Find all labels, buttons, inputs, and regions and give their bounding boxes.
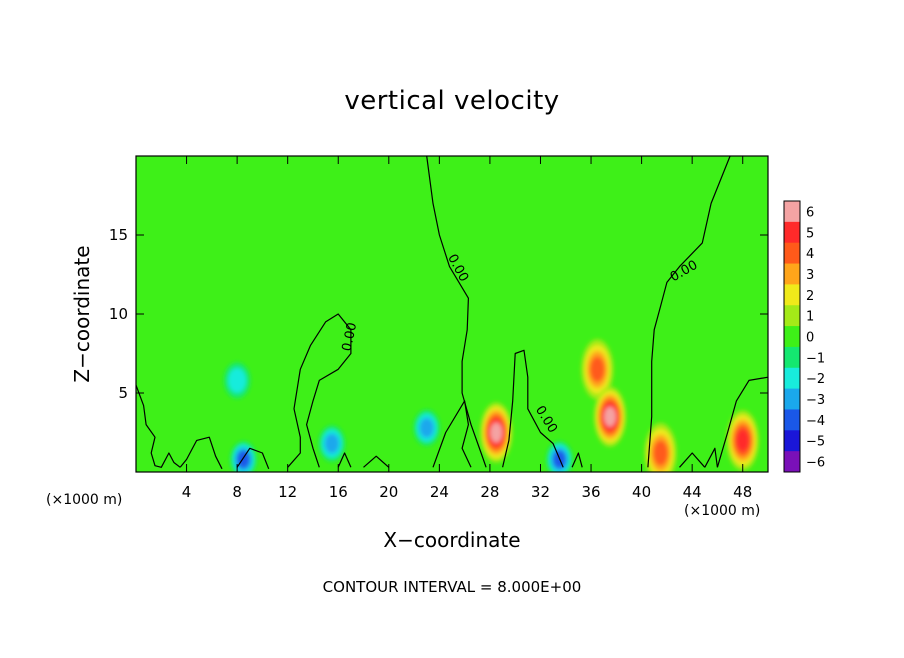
x-tick-label-16: 16 (329, 483, 348, 501)
field-feature-8-level-4 (653, 440, 668, 466)
colorbar-swatch-5 (784, 305, 800, 327)
velocity-field (136, 156, 768, 472)
x-tick-label-20: 20 (379, 483, 398, 501)
colorbar-swatch-12 (784, 451, 800, 473)
colorbar-swatch-0 (784, 201, 800, 223)
y-tick-label-10: 10 (109, 305, 128, 323)
zero-contour-6 (432, 400, 472, 468)
zero-contour-12 (716, 376, 768, 468)
colorbar-label-8: −2 (806, 372, 825, 387)
colorbar-swatch-6 (784, 326, 800, 348)
colorbar-label-0: 6 (806, 205, 814, 220)
zero-contour-11 (679, 452, 706, 468)
colorbar-label-1: 5 (806, 226, 814, 241)
x-tick-label-28: 28 (480, 483, 499, 501)
colorbar-label-9: −3 (806, 393, 825, 408)
colorbar-swatch-4 (784, 284, 800, 306)
zero-contour-13 (704, 447, 718, 468)
colorbar-swatch-11 (784, 430, 800, 452)
colorbar-swatch-8 (784, 367, 800, 390)
x-tick-label-32: 32 (531, 483, 550, 501)
colorbar-swatch-1 (784, 221, 800, 244)
zero-contour-1 (179, 436, 223, 470)
zero-contour-4 (337, 452, 352, 468)
y-axis: 5 10 15 (109, 226, 768, 402)
zero-contour-2 (236, 447, 270, 470)
colorbar-swatch-10 (784, 409, 800, 431)
zero-contour-9 (571, 452, 583, 468)
zero-contour-7 (426, 156, 487, 468)
y-tick-label-15: 15 (109, 226, 128, 244)
x-tick-label-4: 4 (182, 483, 192, 501)
x-tick-label-48: 48 (733, 483, 752, 501)
chart-title: vertical velocity (344, 86, 560, 116)
colorbar-label-5: 1 (806, 310, 814, 325)
field-feature-7-level-6 (604, 406, 616, 427)
x-tick-label-8: 8 (232, 483, 242, 501)
field-feature-1-level--4 (237, 450, 250, 469)
x-tick-label-44: 44 (683, 483, 702, 501)
contour-label-1: 0.00 (340, 321, 361, 352)
colorbar-frame (783, 200, 801, 473)
colorbar-label-10: −4 (806, 414, 825, 429)
colorbar-label-2: 4 (806, 247, 814, 262)
x-tick-label-40: 40 (632, 483, 651, 501)
field-feature-2-level--3 (324, 433, 340, 454)
colorbar-label-3: 3 (806, 268, 814, 283)
x-tick-label-36: 36 (581, 483, 600, 501)
y-axis-label: Z−coordinate (70, 245, 94, 383)
y-tick-label-5: 5 (118, 384, 128, 402)
x-unit-label-right: (×1000 m) (684, 503, 761, 519)
colorbar-label-7: −1 (806, 351, 825, 366)
x-axis-label: X−coordinate (383, 528, 521, 552)
colorbar-swatch-3 (784, 263, 800, 285)
colorbar-label-4: 2 (806, 289, 814, 304)
colorbar-label-6: 0 (806, 331, 814, 346)
x-tick-label-24: 24 (430, 483, 449, 501)
contour-interval-note: CONTOUR INTERVAL = 8.000E+00 (322, 578, 582, 596)
zero-contour-0 (136, 384, 181, 468)
zero-contour-10 (647, 156, 731, 468)
field-feature-9-level-5 (736, 429, 750, 452)
colorbar: 6 5 4 3 2 1 0 −1 −2 −3 −4 −5 −6 (783, 200, 825, 473)
colorbar-swatch-9 (784, 388, 800, 410)
x-unit-label-left: (×1000 m) (46, 492, 123, 508)
colorbar-swatch-7 (784, 346, 800, 369)
colorbar-label-12: −6 (806, 456, 825, 471)
zero-contour-3 (287, 313, 352, 468)
zero-contour-5 (363, 455, 390, 468)
field-feature-4-level-6 (490, 422, 503, 443)
field-feature-3-level--3 (419, 417, 435, 438)
colorbar-swatch-2 (784, 242, 800, 265)
field-feature-6-level-4 (590, 356, 605, 382)
field-background (136, 156, 768, 472)
field-features (224, 339, 759, 472)
zero-contour-8 (502, 349, 564, 468)
x-tick-label-12: 12 (278, 483, 297, 501)
colorbar-label-11: −5 (806, 435, 825, 450)
field-feature-0-level--2 (228, 367, 247, 393)
x-axis: 4 8 12 16 20 24 28 32 36 40 44 48 (182, 156, 752, 501)
